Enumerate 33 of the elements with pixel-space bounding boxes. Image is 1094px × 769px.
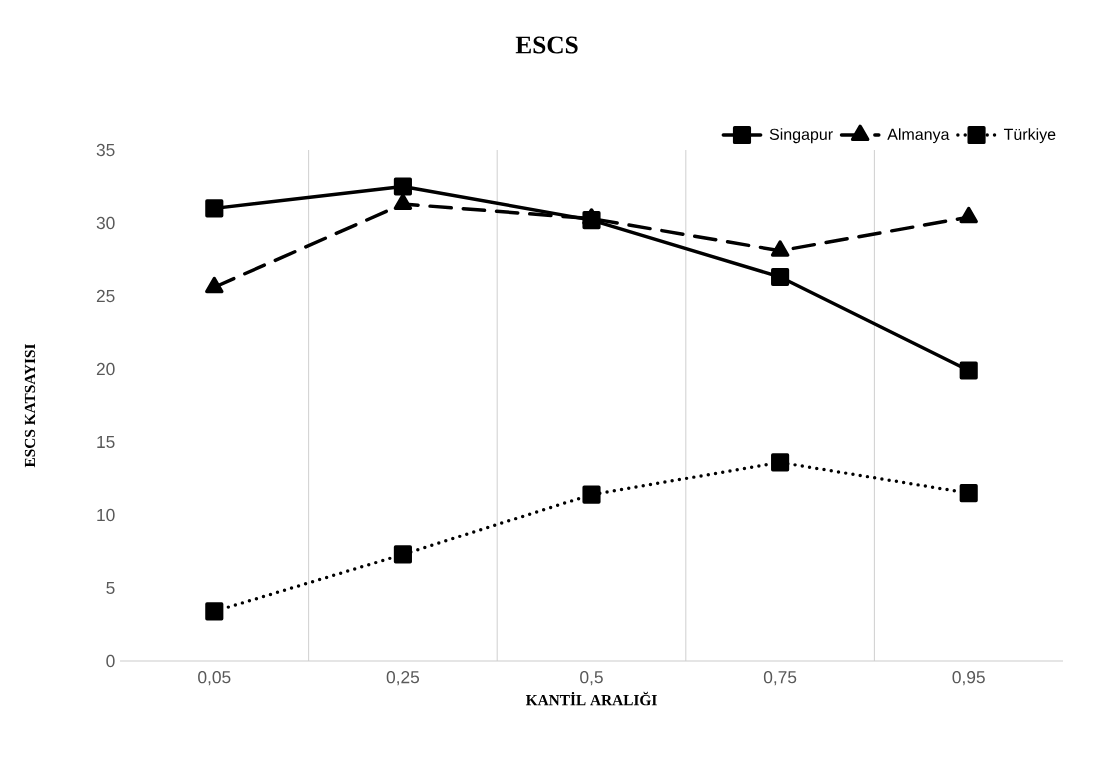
y-axis-title: ESCS KATSAYISI xyxy=(24,344,36,468)
point xyxy=(771,267,790,287)
point xyxy=(393,545,412,564)
point xyxy=(393,193,413,211)
point xyxy=(959,361,978,380)
legend-label: Türkiye xyxy=(1003,128,1056,144)
point xyxy=(771,453,790,472)
y-tick-label: 35 xyxy=(96,143,115,157)
point xyxy=(205,199,224,218)
y-tick-label: 15 xyxy=(97,435,115,449)
y-tick-label: 20 xyxy=(96,362,115,376)
y-tick-label: 25 xyxy=(96,289,115,303)
point xyxy=(582,485,601,504)
point xyxy=(770,240,790,257)
point xyxy=(205,276,224,294)
x-tick-label: 0,25 xyxy=(386,671,420,686)
chart-title: ESCS xyxy=(515,36,578,54)
point xyxy=(959,484,978,503)
y-tick-label: 10 xyxy=(97,508,115,522)
x-tick-label: 0,75 xyxy=(763,671,797,686)
x-tick-label: 0,95 xyxy=(952,671,985,686)
point xyxy=(205,602,224,621)
y-tick-label: 30 xyxy=(96,216,115,230)
x-tick-label: 0,05 xyxy=(198,671,231,686)
y-tick-label: 5 xyxy=(106,581,115,595)
x-tick-label: 0,5 xyxy=(580,671,603,686)
y-tick-label: 0 xyxy=(106,654,115,668)
point xyxy=(959,206,978,224)
x-axis-title: KANTİL ARALIĞI xyxy=(525,691,657,706)
legend-label: Singapur xyxy=(769,128,833,144)
legend-label: Almanya xyxy=(887,128,950,144)
point xyxy=(582,211,601,230)
point xyxy=(393,177,412,196)
